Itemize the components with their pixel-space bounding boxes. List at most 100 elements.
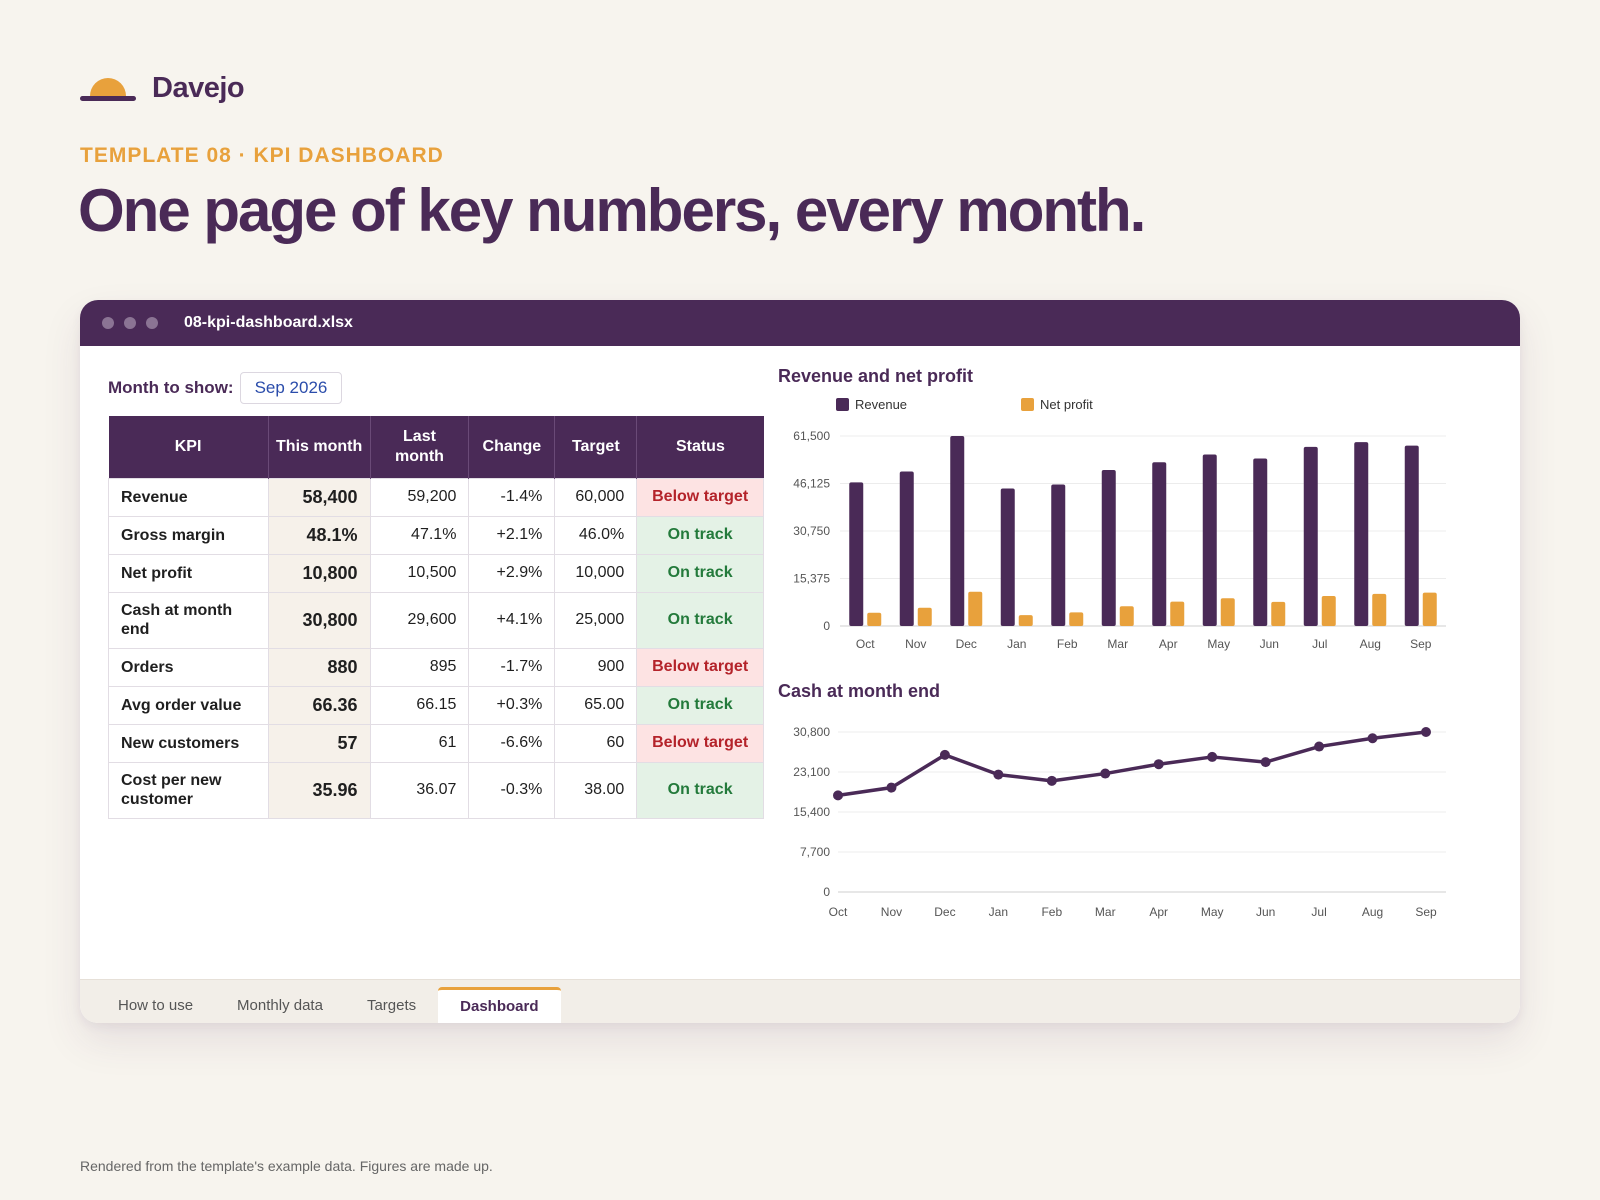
- revenue-profit-chart: Revenue Net profit 0 15,375 30,750 46,125 61,5…: [793, 397, 1446, 651]
- net-profit-bar: [917, 607, 932, 626]
- cell-change[interactable]: -0.3%: [468, 761, 556, 819]
- cell-target[interactable]: 10,000: [554, 553, 638, 593]
- x-tick-label: Dec: [956, 637, 977, 651]
- cell-this[interactable]: 10,800: [267, 553, 371, 593]
- window-dot-icon[interactable]: [146, 317, 158, 329]
- cash-point: [1260, 757, 1271, 768]
- cell-target[interactable]: 60: [554, 723, 638, 763]
- y-tick-label: 30,750: [793, 524, 830, 538]
- x-tick-label: Feb: [1041, 905, 1062, 919]
- table-row: Orders 880 895 -1.7% 900 Below target: [108, 647, 764, 687]
- cell-target[interactable]: 60,000: [554, 477, 638, 517]
- cell-status[interactable]: Below target: [636, 477, 764, 517]
- x-tick-label: Nov: [881, 905, 902, 919]
- cell-this[interactable]: 35.96: [267, 761, 371, 819]
- cell-status[interactable]: On track: [636, 685, 764, 725]
- legend-swatch: [1021, 398, 1034, 411]
- cell-status[interactable]: Below target: [636, 723, 764, 763]
- tab-targets[interactable]: Targets: [366, 996, 417, 1014]
- cell-last[interactable]: 66.15: [369, 685, 470, 725]
- y-tick-label: 15,400: [793, 805, 830, 819]
- tab-dashboard[interactable]: Dashboard: [438, 987, 561, 1023]
- cell-target[interactable]: 25,000: [554, 591, 638, 649]
- cash-point: [1421, 727, 1431, 737]
- window-dot-icon[interactable]: [102, 317, 114, 329]
- cash-point: [993, 769, 1004, 780]
- spreadsheet-window: 08-kpi-dashboard.xlsx Month to show: Sep…: [80, 300, 1520, 1023]
- cell-status[interactable]: Below target: [636, 647, 764, 687]
- cell-target[interactable]: 38.00: [554, 761, 638, 819]
- cell-kpi[interactable]: Orders: [108, 647, 269, 687]
- cash-point: [1153, 759, 1164, 770]
- x-tick-label: Feb: [1057, 637, 1078, 651]
- cash-line-chart: 0 7,700 15,400 23,100 30,800 Oct Nov Dec Jan Feb M…: [793, 725, 1446, 919]
- legend-swatch: [836, 398, 849, 411]
- cell-last[interactable]: 59,200: [369, 477, 470, 517]
- cash-chart-title: Cash at month end: [778, 681, 941, 701]
- cash-point: [1100, 768, 1111, 779]
- y-tick-label: 30,800: [793, 725, 830, 739]
- column-header: Change: [468, 416, 556, 478]
- cell-kpi[interactable]: New customers: [108, 723, 269, 763]
- tab-how-to-use[interactable]: How to use: [118, 996, 194, 1014]
- cell-status[interactable]: On track: [636, 515, 764, 555]
- cell-this[interactable]: 48.1%: [267, 515, 371, 555]
- cell-last[interactable]: 10,500: [369, 553, 470, 593]
- window-dot-icon[interactable]: [124, 317, 136, 329]
- net-profit-bar: [1372, 593, 1387, 626]
- cell-this[interactable]: 30,800: [267, 591, 371, 649]
- x-tick-label: Jul: [1311, 905, 1326, 919]
- net-profit-bar: [1170, 601, 1185, 626]
- file-name: 08-kpi-dashboard.xlsx: [184, 314, 353, 331]
- cell-change[interactable]: +0.3%: [468, 685, 556, 725]
- x-tick-label: Jun: [1260, 637, 1279, 651]
- cell-this[interactable]: 66.36: [267, 685, 371, 725]
- y-tick-label: 0: [823, 619, 830, 633]
- cell-status[interactable]: On track: [636, 761, 764, 819]
- cell-change[interactable]: -6.6%: [468, 723, 556, 763]
- cell-kpi[interactable]: Revenue: [108, 477, 269, 517]
- cell-change[interactable]: +2.9%: [468, 553, 556, 593]
- column-header: Status: [636, 416, 764, 478]
- cell-target[interactable]: 46.0%: [554, 515, 638, 555]
- x-tick-label: Jun: [1256, 905, 1275, 919]
- revenue-bar: [1000, 488, 1015, 626]
- cell-kpi[interactable]: Avg order value: [108, 685, 269, 725]
- cell-change[interactable]: -1.7%: [468, 647, 556, 687]
- cell-kpi[interactable]: Cost per new customer: [108, 761, 269, 819]
- cell-change[interactable]: +2.1%: [468, 515, 556, 555]
- revenue-bar: [1303, 446, 1318, 626]
- net-profit-bar: [1069, 612, 1084, 626]
- cell-last[interactable]: 895: [369, 647, 470, 687]
- x-tick-label: Oct: [829, 905, 848, 919]
- month-label: Month to show:: [108, 378, 234, 397]
- cell-change[interactable]: +4.1%: [468, 591, 556, 649]
- footnote: Rendered from the template's example dat…: [80, 1158, 493, 1174]
- cell-kpi[interactable]: Cash at month end: [108, 591, 269, 649]
- cell-kpi[interactable]: Net profit: [108, 553, 269, 593]
- revenue-bar: [1152, 462, 1167, 626]
- x-tick-label: Jul: [1312, 637, 1327, 651]
- cell-target[interactable]: 900: [554, 647, 638, 687]
- cell-last[interactable]: 61: [369, 723, 470, 763]
- table-row: Gross margin 48.1% 47.1% +2.1% 46.0% On track: [108, 515, 764, 555]
- revenue-bar: [1404, 445, 1419, 626]
- cash-point: [1367, 733, 1378, 744]
- revenue-bar: [1051, 484, 1066, 626]
- cell-last[interactable]: 47.1%: [369, 515, 470, 555]
- cell-this[interactable]: 880: [267, 647, 371, 687]
- cell-last[interactable]: 29,600: [369, 591, 470, 649]
- y-tick-label: 7,700: [800, 845, 830, 859]
- cell-last[interactable]: 36.07: [369, 761, 470, 819]
- net-profit-bar: [1422, 592, 1437, 626]
- revenue-bar: [1253, 458, 1268, 626]
- cell-kpi[interactable]: Gross margin: [108, 515, 269, 555]
- cell-change[interactable]: -1.4%: [468, 477, 556, 517]
- month-input[interactable]: Sep 2026: [239, 372, 343, 404]
- cell-this[interactable]: 58,400: [267, 477, 371, 517]
- cell-target[interactable]: 65.00: [554, 685, 638, 725]
- cell-this[interactable]: 57: [267, 723, 371, 763]
- cell-status[interactable]: On track: [636, 591, 764, 649]
- tab-monthly-data[interactable]: Monthly data: [237, 996, 323, 1014]
- cell-status[interactable]: On track: [636, 553, 764, 593]
